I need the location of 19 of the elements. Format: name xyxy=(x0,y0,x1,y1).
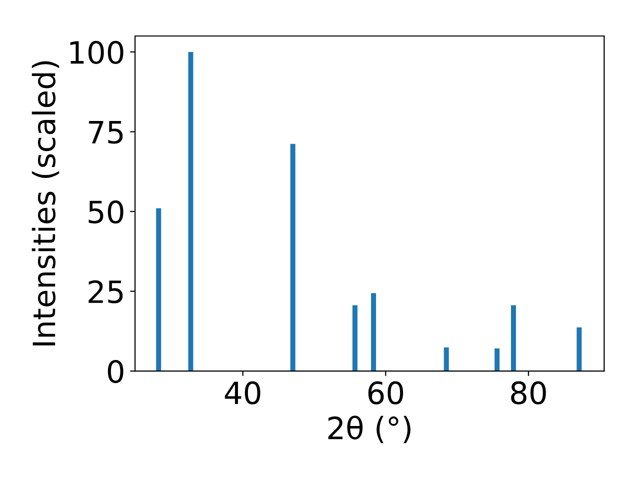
bar xyxy=(494,348,500,372)
x-tick-label: 40 xyxy=(224,381,260,404)
y-tick-label: 100 xyxy=(70,40,124,64)
bar xyxy=(352,305,358,372)
x-tick-label: 80 xyxy=(511,381,546,404)
y-tick-label: 25 xyxy=(88,280,123,304)
bar xyxy=(510,305,516,372)
y-tick-label: 0 xyxy=(108,360,124,384)
x-tick-label: 60 xyxy=(368,381,404,404)
y-tick-label: 75 xyxy=(88,121,123,144)
bar xyxy=(371,293,376,372)
bar xyxy=(156,208,162,372)
bar xyxy=(188,52,194,372)
x-axis-title: 2θ (°) xyxy=(328,416,410,444)
bar xyxy=(444,347,449,372)
y-tick-label: 50 xyxy=(88,200,124,224)
bar xyxy=(290,144,296,372)
y-axis-title: Intensities (scaled) xyxy=(32,61,60,346)
bar xyxy=(576,327,582,372)
